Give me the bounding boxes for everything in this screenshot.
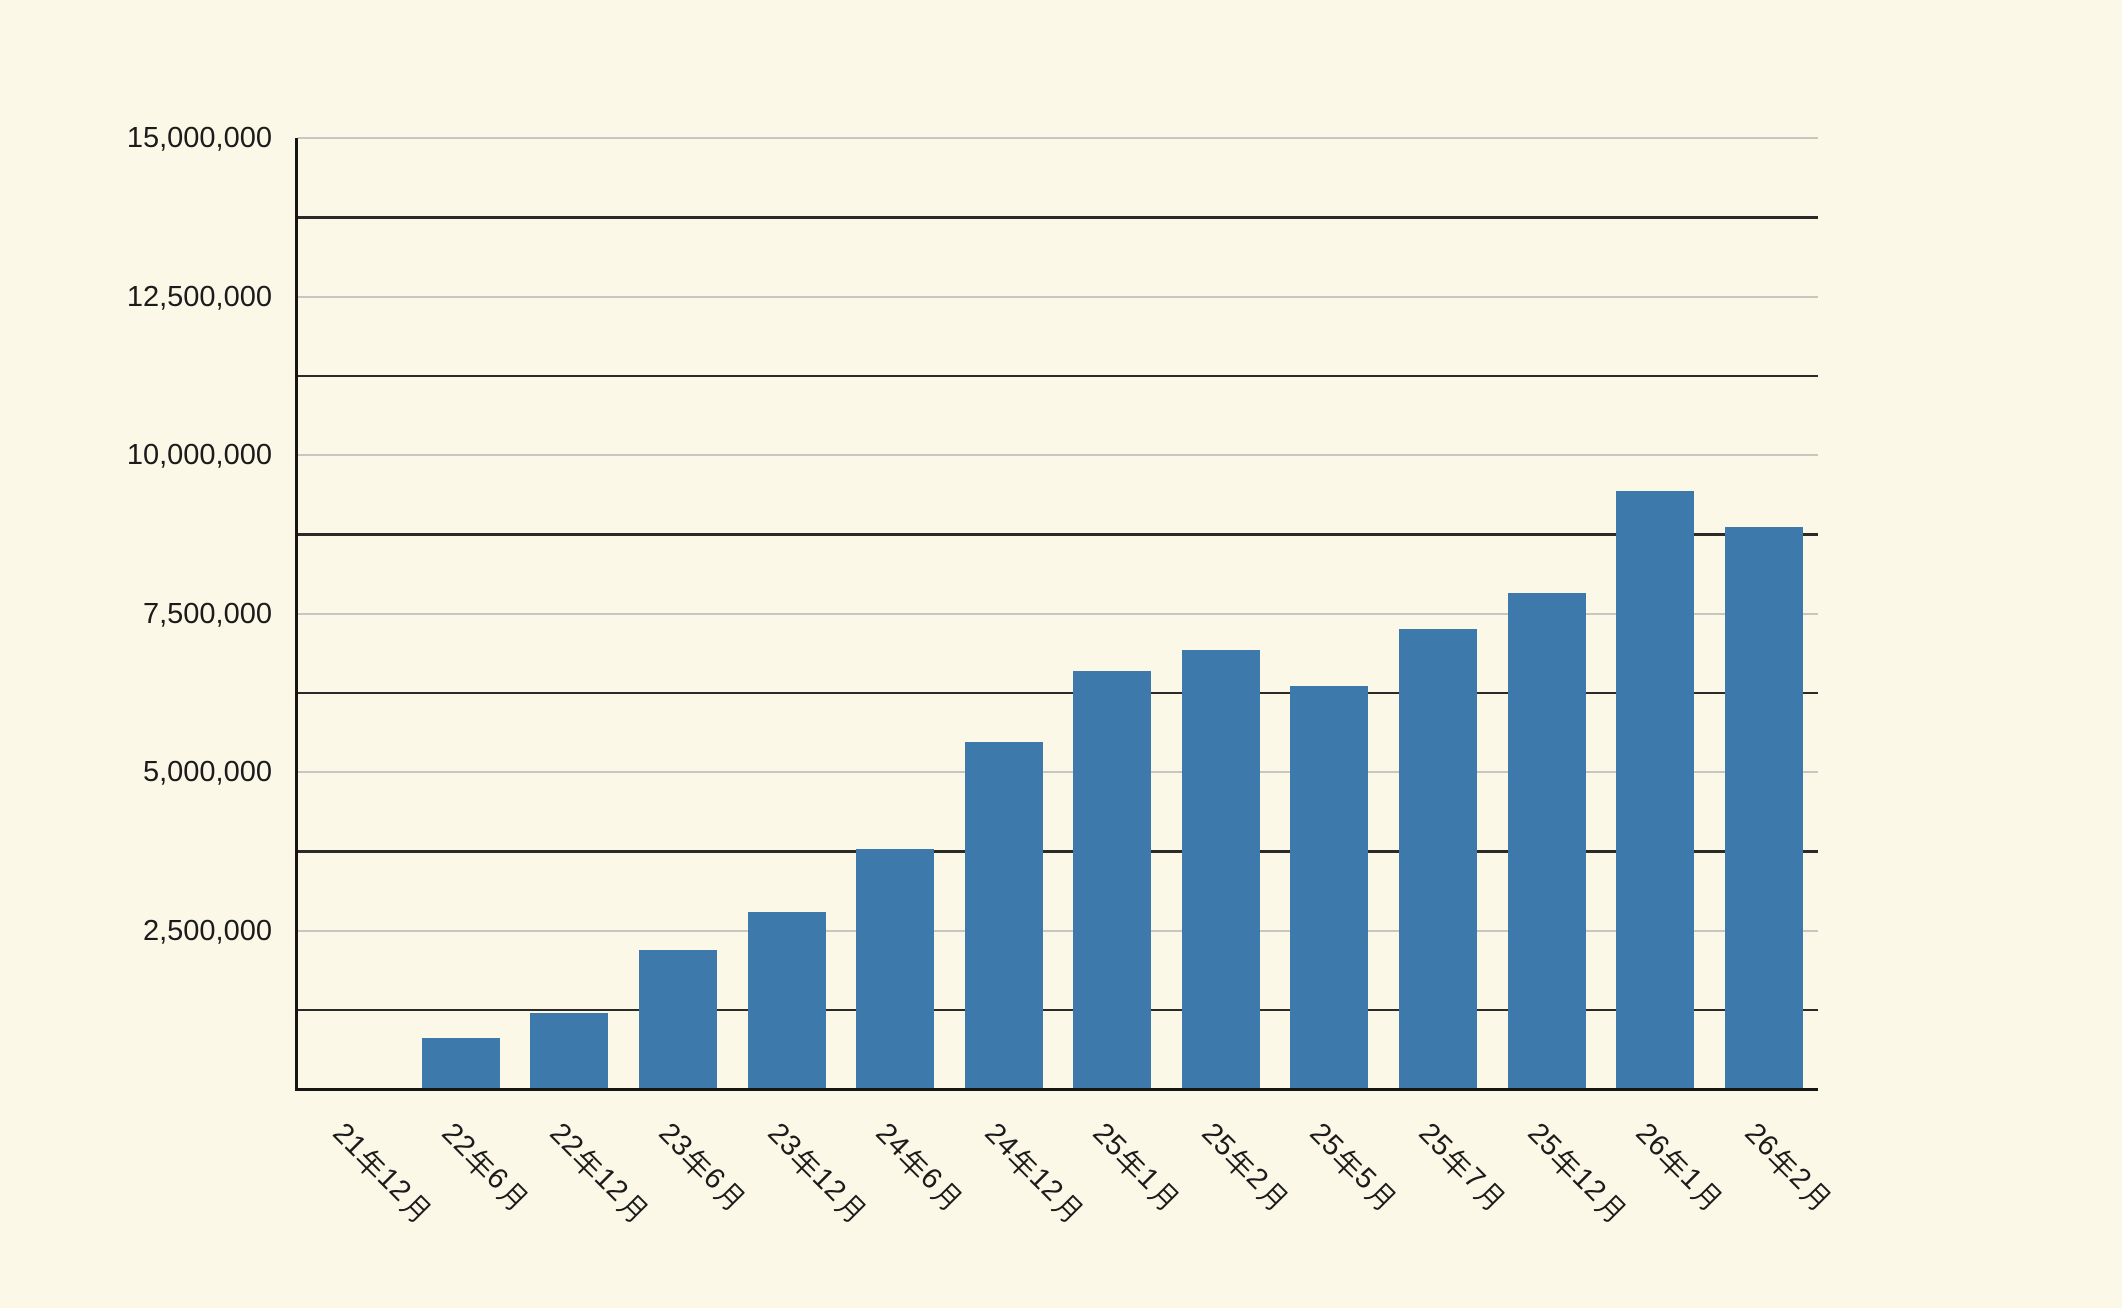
kanji-getsu-glyph — [1472, 1182, 1505, 1210]
chart-bar — [964, 742, 1043, 1089]
kanji-nen-glyph — [1334, 1150, 1363, 1178]
kanji-nen-glyph — [682, 1150, 712, 1178]
kanji-nen-glyph — [899, 1150, 929, 1178]
kanji-getsu-glyph — [832, 1194, 865, 1222]
y-tick-label: 15,000,000 — [126, 122, 272, 154]
kanji-nen-glyph — [1225, 1150, 1254, 1178]
x-tick-label: 21 12 — [327, 1117, 439, 1229]
kanji-nen-glyph — [1442, 1150, 1472, 1178]
kanji-nen-glyph — [465, 1150, 494, 1178]
x-tick-label: 26 1 — [1630, 1117, 1730, 1217]
x-tick-label: 25 1 — [1087, 1117, 1187, 1217]
kanji-getsu-glyph — [1364, 1182, 1396, 1210]
minor-gridline — [298, 850, 1818, 853]
x-tick-label: 25 12 — [1521, 1117, 1633, 1229]
minor-gridline — [298, 691, 1818, 694]
y-tick-label: 10,000,000 — [126, 439, 272, 471]
y-tick-label: 5,000,000 — [142, 756, 272, 788]
kanji-getsu-glyph — [495, 1182, 528, 1210]
chart-bar — [1724, 526, 1803, 1089]
minor-gridline — [298, 374, 1818, 377]
x-tick-label: 25 2 — [1195, 1117, 1295, 1217]
chart-bar — [1616, 490, 1695, 1089]
kanji-nen-glyph — [1008, 1150, 1037, 1178]
kanji-nen-glyph — [574, 1150, 603, 1178]
y-axis-line — [295, 138, 298, 1091]
kanji-getsu-glyph — [1050, 1194, 1082, 1222]
major-gridline — [298, 612, 1818, 615]
kanji-nen-glyph — [1768, 1150, 1797, 1178]
kanji-getsu-glyph — [1146, 1182, 1179, 1210]
x-tick-label: 23 12 — [761, 1117, 873, 1229]
chart-bar — [1399, 629, 1477, 1089]
chart-bar — [747, 912, 826, 1089]
chart-bar — [530, 1012, 609, 1089]
kanji-nen-glyph — [1117, 1150, 1146, 1178]
x-tick-label: 24 6 — [870, 1117, 970, 1217]
chart-bar — [856, 848, 935, 1089]
y-tick-label: 7,500,000 — [142, 597, 272, 630]
chart-bar — [1507, 593, 1586, 1089]
minor-gridline — [298, 533, 1818, 536]
major-gridline — [298, 454, 1818, 456]
chart-bar — [1290, 686, 1369, 1089]
kanji-nen-glyph — [1659, 1150, 1689, 1178]
kanji-nen-glyph — [1551, 1150, 1580, 1178]
major-gridline — [298, 137, 1818, 139]
major-gridline — [298, 771, 1818, 773]
x-tick-label: 25 5 — [1304, 1117, 1404, 1217]
x-tick-label: 22 12 — [544, 1117, 656, 1229]
x-axis-baseline — [295, 1087, 1818, 1091]
chart-bar — [1181, 650, 1260, 1089]
y-tick-label: 2,500,000 — [142, 914, 272, 947]
y-tick-label: 12,500,000 — [126, 280, 272, 313]
x-tick-label: 24 12 — [978, 1117, 1090, 1229]
kanji-nen-glyph — [357, 1150, 386, 1178]
kanji-getsu-glyph — [1255, 1182, 1288, 1210]
major-gridline — [298, 929, 1818, 932]
kanji-getsu-glyph — [929, 1182, 962, 1210]
x-tick-label: 23 6 — [652, 1117, 752, 1217]
x-tick-label: 25 7 — [1412, 1117, 1512, 1217]
kanji-getsu-glyph — [712, 1182, 745, 1210]
kanji-getsu-glyph — [398, 1194, 431, 1222]
chart-bar — [1073, 670, 1152, 1089]
x-tick-label: 26 2 — [1738, 1117, 1838, 1217]
kanji-getsu-glyph — [1798, 1182, 1831, 1210]
kanji-getsu-glyph — [1592, 1194, 1625, 1222]
minor-gridline — [298, 1008, 1818, 1011]
minor-gridline — [298, 216, 1818, 219]
chart-bar — [639, 950, 717, 1089]
kanji-getsu-glyph — [1689, 1182, 1722, 1210]
kanji-nen-glyph — [791, 1150, 820, 1178]
x-tick-label: 22 6 — [435, 1117, 535, 1217]
chart-bar — [421, 1038, 500, 1089]
major-gridline — [298, 295, 1818, 298]
kanji-getsu-glyph — [615, 1194, 648, 1222]
